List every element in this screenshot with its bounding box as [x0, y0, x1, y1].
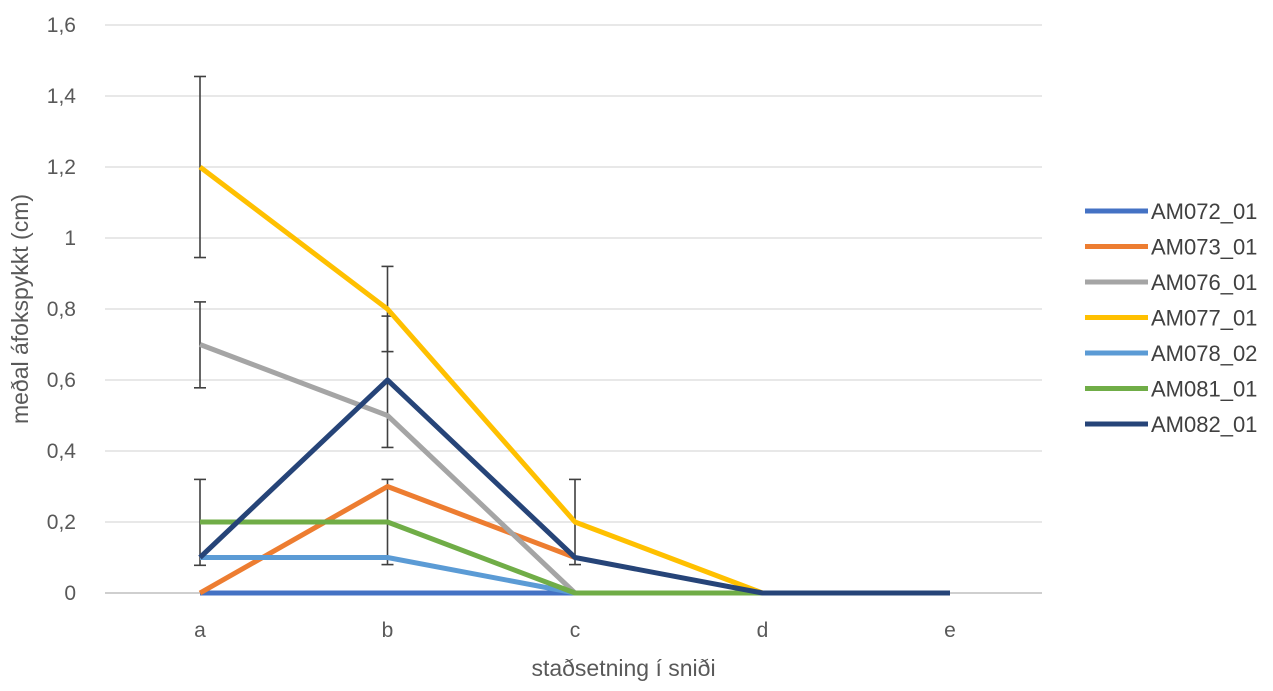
- legend-label: AM078_02: [1151, 341, 1257, 366]
- series-line-am082_01: [198, 377, 950, 596]
- y-axis-title: meðal áfokspykkt (cm): [7, 194, 33, 424]
- x-tick-label: e: [944, 619, 956, 642]
- y-tick-label: 0,8: [47, 298, 76, 321]
- series-line-am077_01: [198, 165, 764, 596]
- legend-item: AM076_01: [1085, 270, 1257, 295]
- legend-item: AM078_02: [1085, 341, 1257, 366]
- legend-label: AM072_01: [1151, 199, 1257, 224]
- series-line-am078_02: [200, 555, 576, 596]
- error-bars: [194, 75, 581, 567]
- series-line-am081_01: [200, 519, 763, 596]
- legend: AM072_01 AM073_01 AM076_01 AM077_01 AM078_02…: [1085, 199, 1257, 437]
- y-tick-label: 1,2: [47, 156, 76, 179]
- legend-item: AM081_01: [1085, 377, 1257, 402]
- legend-label: AM082_01: [1151, 412, 1257, 437]
- legend-label: AM081_01: [1151, 377, 1257, 402]
- legend-label: AM076_01: [1151, 270, 1257, 295]
- x-tick-label: c: [570, 619, 581, 642]
- legend-label: AM077_01: [1151, 306, 1257, 331]
- x-tick-label: d: [757, 619, 769, 642]
- legend-item: AM077_01: [1085, 306, 1257, 331]
- y-tick-label: 1: [64, 227, 76, 250]
- y-tick-label: 1,4: [47, 85, 77, 108]
- legend-item: AM073_01: [1085, 235, 1257, 260]
- series-lines: [198, 165, 950, 596]
- y-tick-label: 0,6: [47, 369, 76, 392]
- x-tick-label: b: [382, 619, 394, 642]
- legend-item: AM072_01: [1085, 199, 1257, 224]
- y-tick-label: 1,6: [47, 14, 76, 37]
- x-axis-ticks: a b c d e: [194, 619, 956, 642]
- y-tick-label: 0,2: [47, 511, 76, 534]
- y-tick-label: 0: [64, 582, 76, 605]
- y-tick-label: 0,4: [47, 440, 77, 463]
- legend-item: AM082_01: [1085, 412, 1257, 437]
- series-line-am076_01: [199, 342, 577, 595]
- gridlines: [105, 24, 1042, 594]
- y-axis-ticks: 0 0,2 0,4 0,6 0,8 1 1,2 1,4 1,6: [47, 14, 77, 605]
- x-axis-title: staðsetning í sniði: [531, 655, 715, 681]
- x-tick-label: a: [194, 619, 206, 642]
- legend-label: AM073_01: [1151, 235, 1257, 260]
